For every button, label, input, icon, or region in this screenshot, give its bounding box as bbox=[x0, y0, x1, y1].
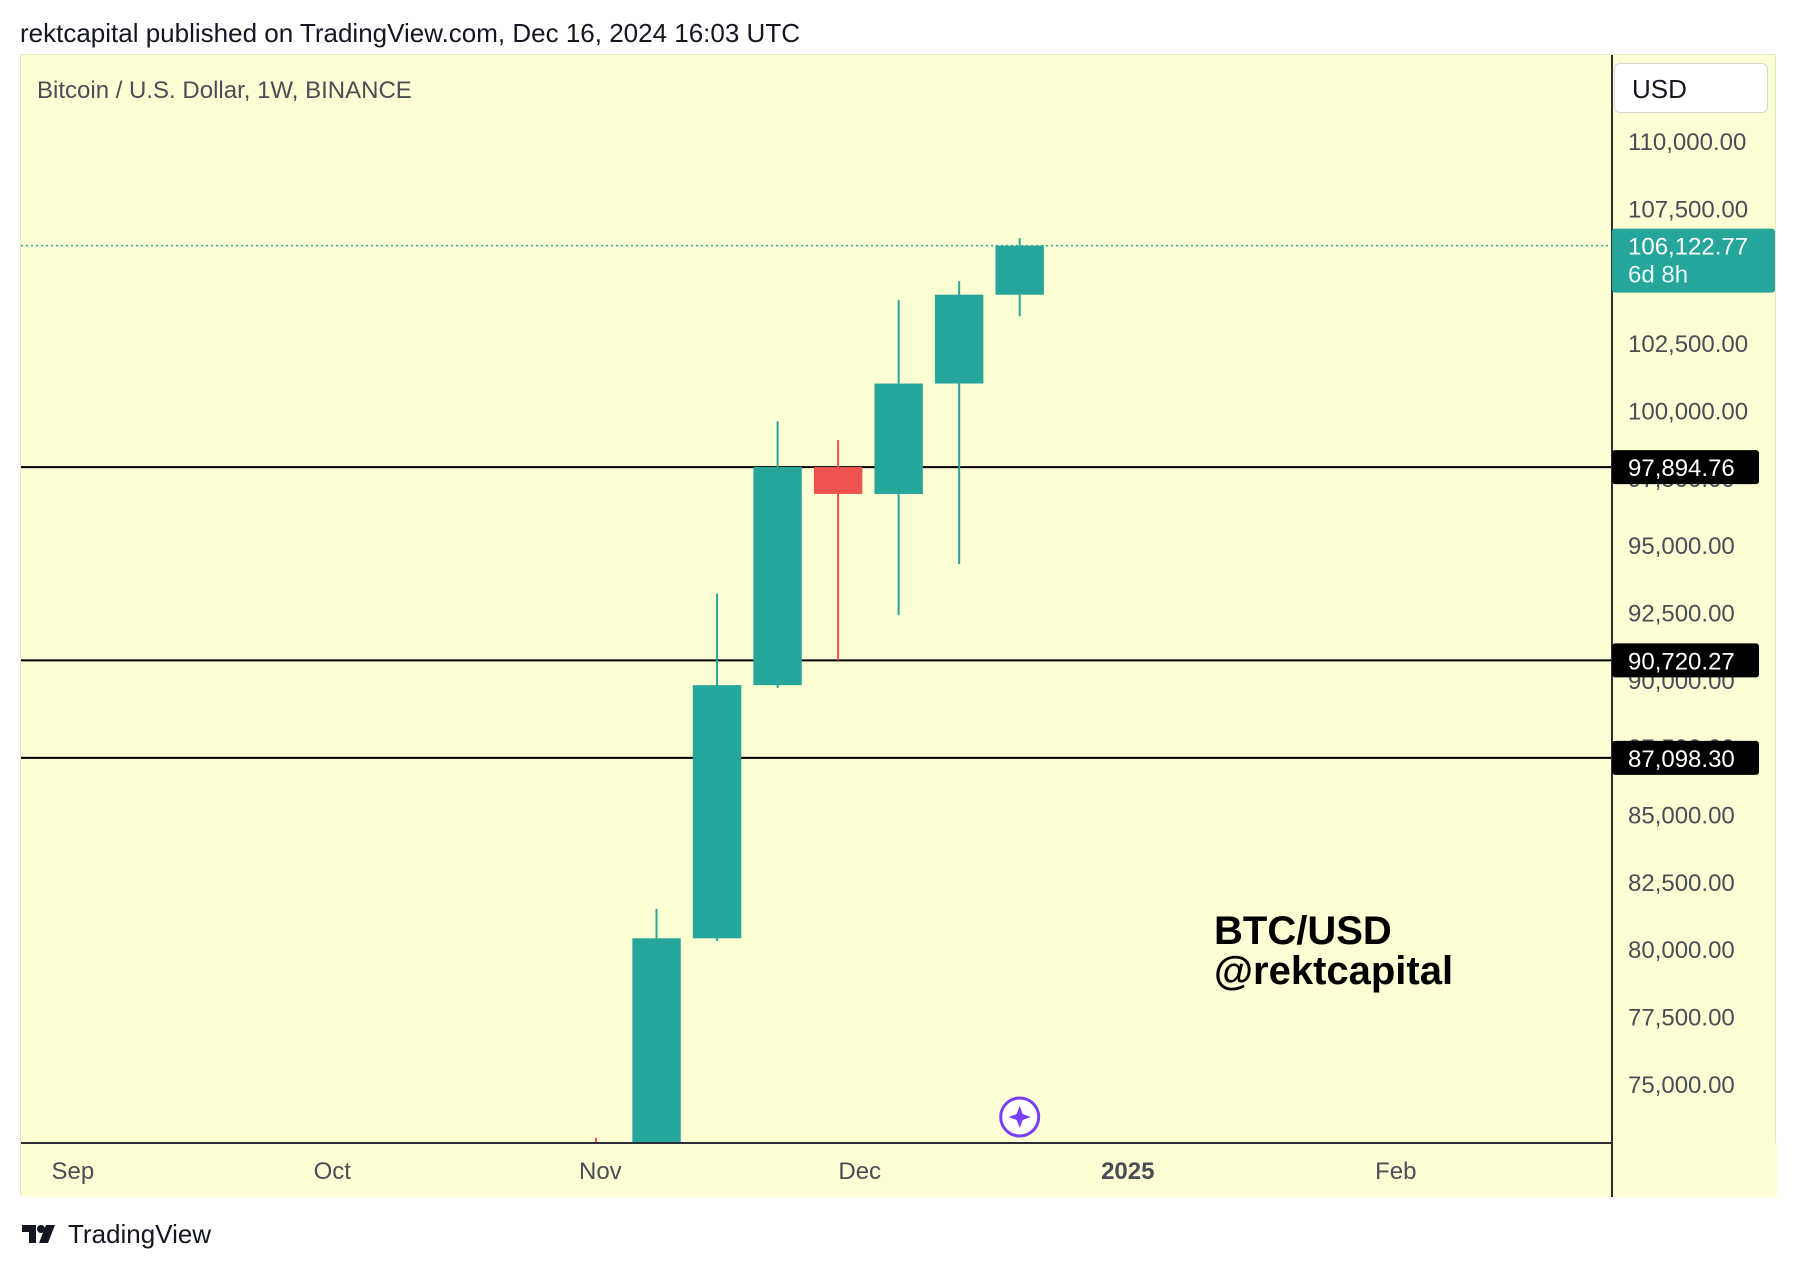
candle-body bbox=[813, 467, 863, 494]
price-tick-label: 100,000.00 bbox=[1628, 398, 1748, 425]
time-tick-label: Nov bbox=[579, 1158, 622, 1185]
price-tick-label: 77,500.00 bbox=[1628, 1004, 1735, 1031]
watermark-symbol: BTC/USD bbox=[1214, 909, 1392, 953]
candle-body bbox=[934, 294, 984, 384]
time-tick-label: Oct bbox=[314, 1158, 352, 1185]
price-tick-label: 82,500.00 bbox=[1628, 870, 1735, 897]
level-tag-background bbox=[1612, 643, 1759, 678]
price-tick-label: 102,500.00 bbox=[1628, 331, 1748, 358]
footer: TradingView bbox=[20, 1218, 211, 1250]
price-tick-label: 107,500.00 bbox=[1628, 197, 1748, 224]
level-tag-background bbox=[1612, 450, 1759, 485]
time-tick-label: Dec bbox=[838, 1158, 881, 1185]
candle-body bbox=[692, 685, 742, 939]
price-tick-label: 85,000.00 bbox=[1628, 802, 1735, 829]
candle-up bbox=[995, 238, 1044, 317]
footer-brand: TradingView bbox=[68, 1218, 212, 1249]
tradingview-logo-icon bbox=[22, 1225, 55, 1243]
price-tick-label: 110,000.00 bbox=[1628, 129, 1746, 156]
chart-watermark: BTC/USD @rektcapital bbox=[1214, 911, 1453, 991]
level-price-tag: 87,098.30 bbox=[1612, 740, 1759, 775]
time-tick-label: Sep bbox=[52, 1158, 95, 1185]
chart-panel[interactable]: 75,000.00 77,500.00 80,000.00 82,500.00 85,0… bbox=[20, 54, 1777, 1197]
level-tag-label: 90,720.27 bbox=[1628, 648, 1735, 675]
last-price-label: 106,122.77 bbox=[1628, 234, 1748, 261]
time-tick-label: 2025 bbox=[1101, 1158, 1154, 1185]
price-tick-label: 80,000.00 bbox=[1628, 937, 1735, 964]
price-tick-label: 95,000.00 bbox=[1628, 533, 1735, 560]
candle-body bbox=[874, 383, 923, 494]
level-price-tag: 90,720.27 bbox=[1612, 643, 1759, 678]
countdown-label: 6d 8h bbox=[1628, 262, 1688, 289]
sparkle-event-icon[interactable] bbox=[999, 1096, 1041, 1138]
candle-up bbox=[692, 593, 742, 942]
watermark-author: @rektcapital bbox=[1214, 949, 1454, 993]
candle-body bbox=[995, 245, 1044, 295]
currency-button[interactable]: USD bbox=[1614, 63, 1768, 113]
symbol-title[interactable]: Bitcoin / U.S. Dollar, 1W, BINANCE bbox=[37, 77, 412, 104]
price-tick-label: 92,500.00 bbox=[1628, 600, 1735, 627]
event-icon-star bbox=[1008, 1106, 1031, 1128]
level-tag-label: 97,894.76 bbox=[1628, 455, 1735, 482]
candlestick-chart[interactable]: 75,000.00 77,500.00 80,000.00 82,500.00 85,0… bbox=[21, 55, 1777, 1197]
candle-up bbox=[934, 281, 984, 564]
price-tick-label: 75,000.00 bbox=[1628, 1072, 1735, 1099]
level-tag-background bbox=[1612, 740, 1759, 775]
last-price-tag-background bbox=[1612, 228, 1775, 293]
level-price-tag: 97,894.76 bbox=[1612, 450, 1759, 485]
time-tick-label: Feb bbox=[1375, 1158, 1416, 1185]
level-tag-label: 87,098.30 bbox=[1628, 746, 1735, 773]
candle-up bbox=[753, 421, 802, 688]
time-axis-area bbox=[21, 1143, 1777, 1197]
candle-up bbox=[874, 300, 923, 616]
candle-down bbox=[813, 440, 863, 661]
publish-header: rektcapital published on TradingView.com… bbox=[20, 18, 800, 48]
candle-body bbox=[753, 467, 802, 686]
